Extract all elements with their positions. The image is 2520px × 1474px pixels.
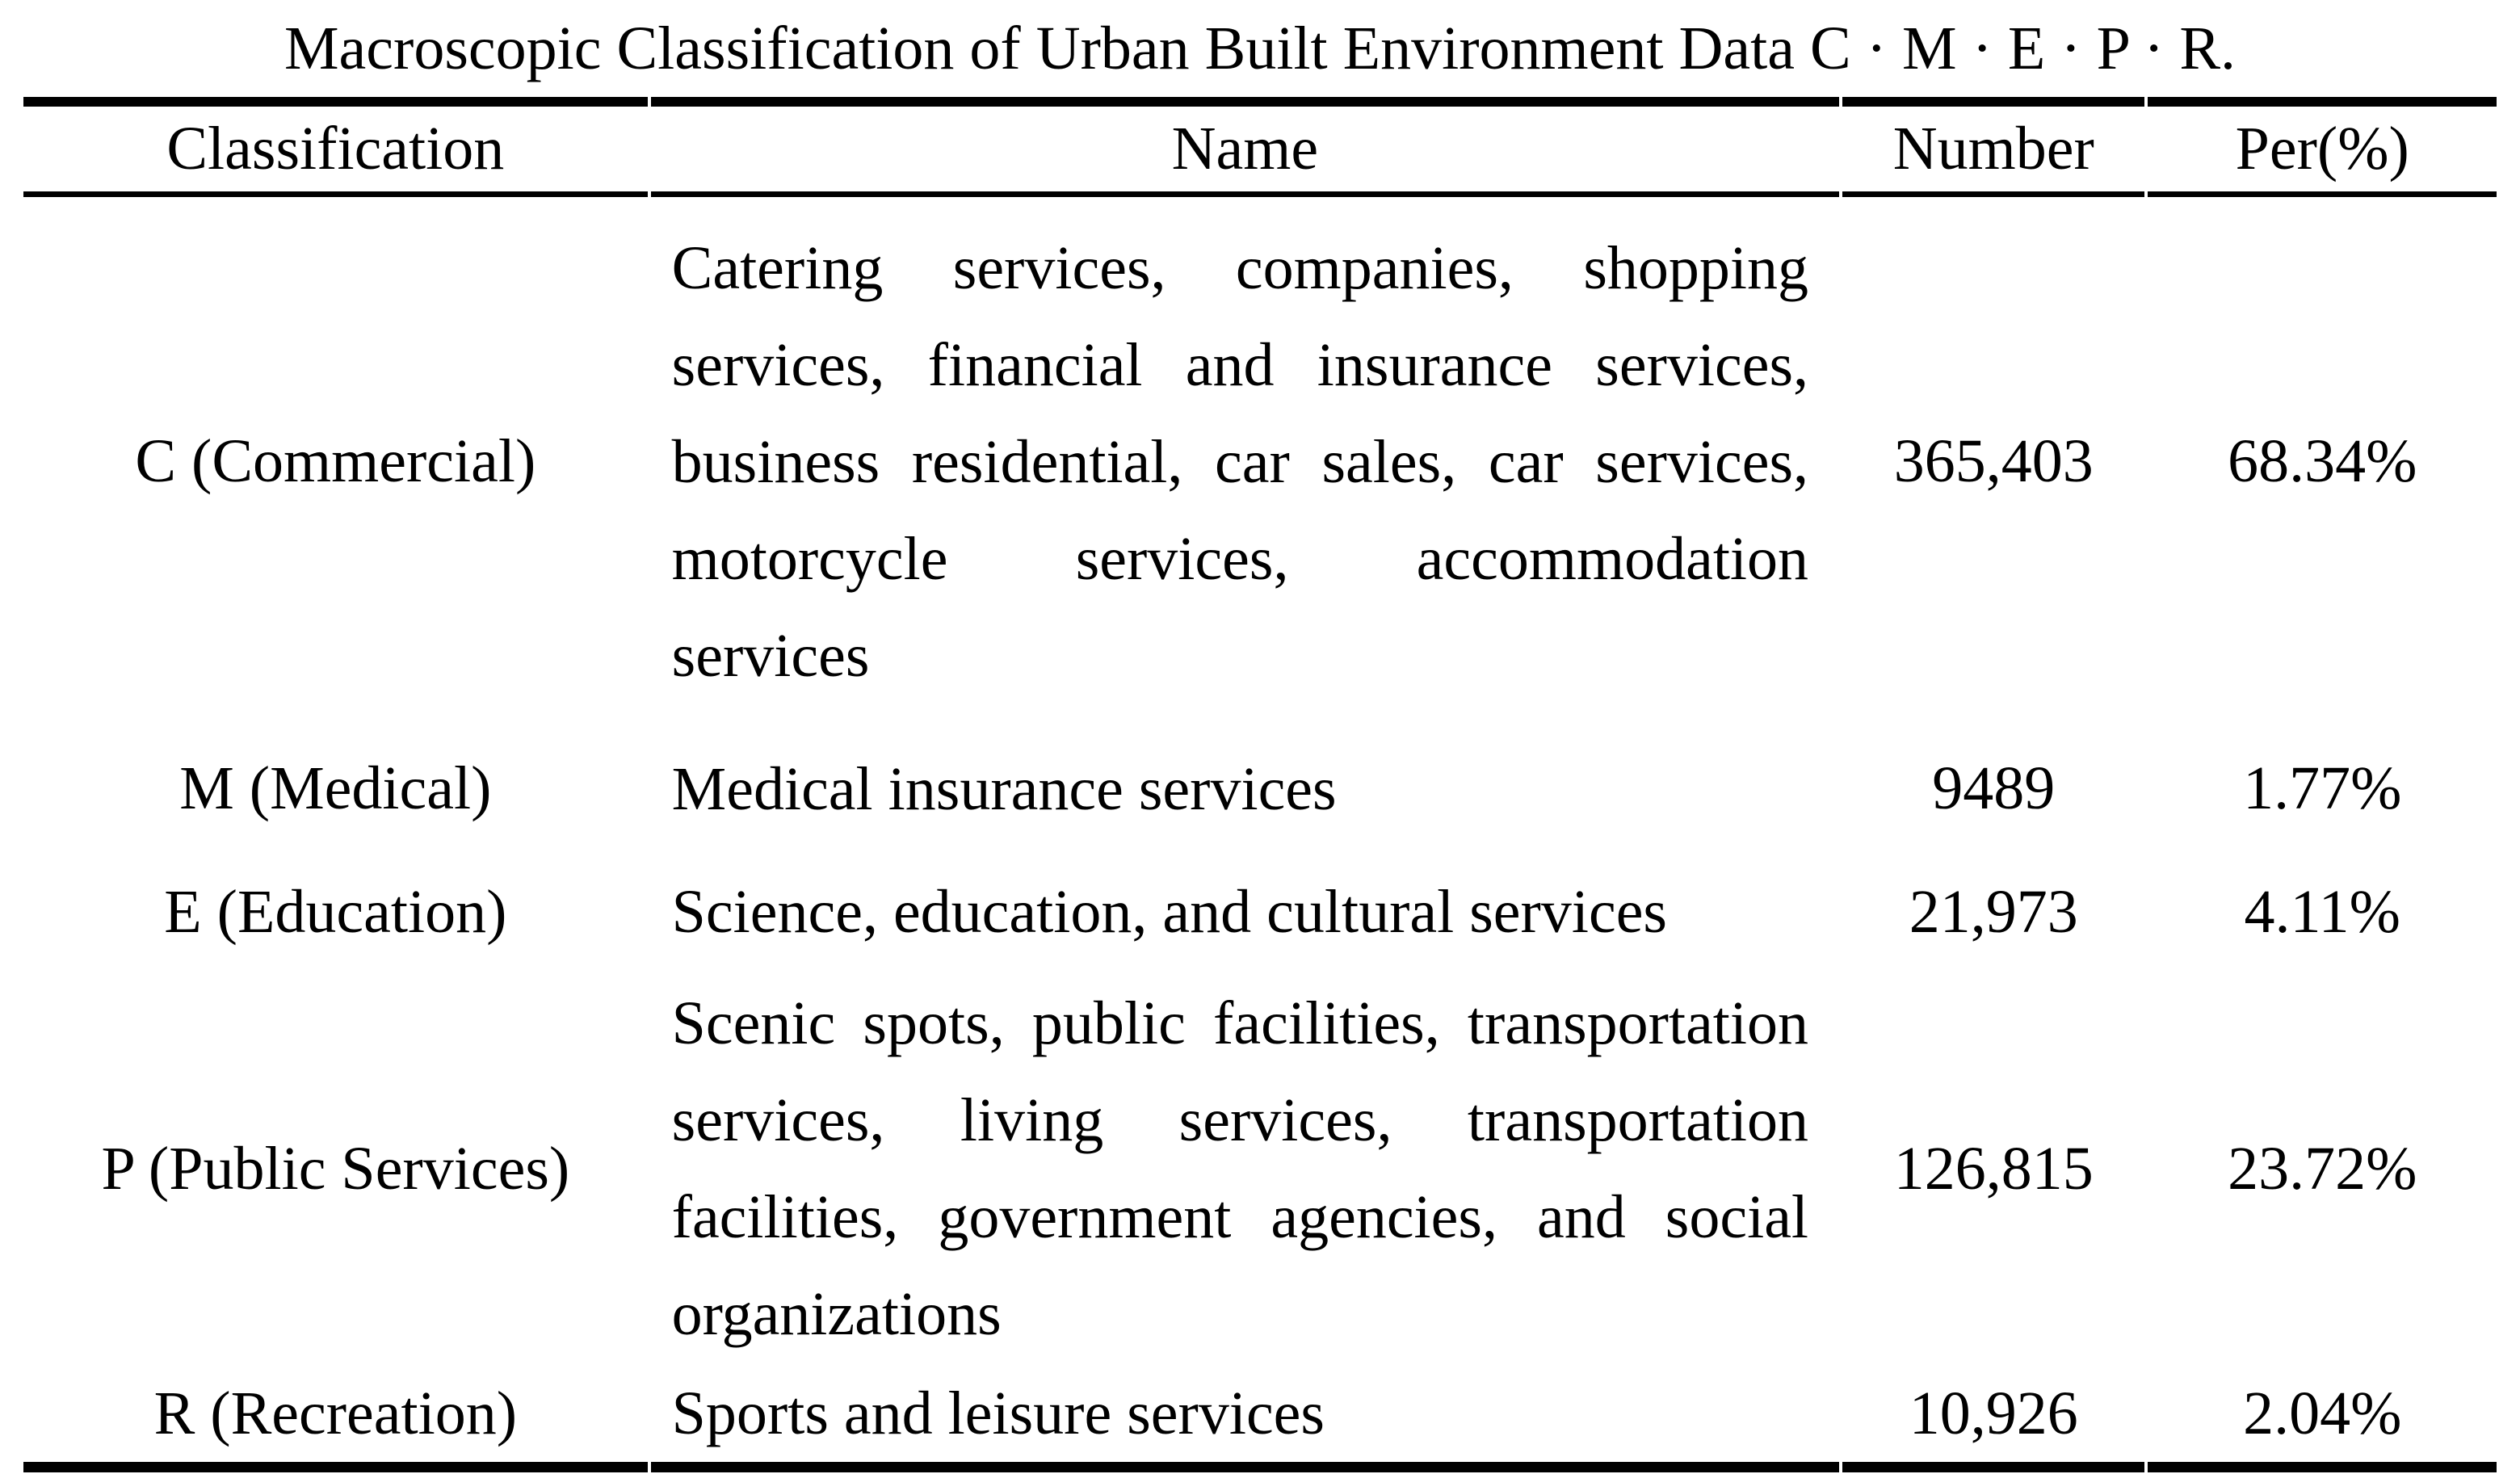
name-line: services, financial and insurance servic… [671, 330, 1809, 399]
column-header-number: Number [1842, 97, 2145, 197]
percent-cell: 23.72% [2228, 1134, 2417, 1203]
number-cell: 9489 [1932, 754, 2056, 822]
name-cell: Scenic spots, public facilities, transpo… [651, 972, 1839, 1365]
name-line: business residential, car sales, car ser… [671, 427, 1809, 496]
header-row: Classification Name Number Per(%) [23, 97, 2497, 197]
classification-cell: C (Commercial) [135, 427, 536, 495]
percent-cell: 1.77% [2243, 754, 2402, 822]
name-line: Science, education, and cultural service… [671, 878, 1668, 946]
column-header-per: Per(%) [2148, 97, 2497, 197]
name-line: organizations [671, 1280, 1002, 1348]
table-row-education: E (Education) Science, education, and cu… [23, 851, 2497, 972]
percent-cell: 68.34% [2228, 427, 2417, 495]
name-cell: Medical insurance services [651, 726, 1839, 851]
name-line: Catering services, companies, shopping [671, 233, 1809, 302]
name-line: Scenic spots, public facilities, transpo… [671, 989, 1809, 1057]
number-cell: 10,926 [1842, 1365, 2145, 1472]
percent-cell: 2.04% [2148, 1365, 2497, 1472]
column-header-classification: Classification [23, 97, 648, 197]
percent-cell: 4.11% [2244, 877, 2400, 946]
table-row-public-services: P (Public Services) Scenic spots, public… [23, 972, 2497, 1365]
classification-cell: R (Recreation) [23, 1365, 648, 1472]
name-line: Sports and leisure services [671, 1380, 1325, 1447]
table-row-medical: M (Medical) Medical insurance services 9… [23, 726, 2497, 851]
table-row-commercial: C (Commercial) Catering services, compan… [23, 197, 2497, 726]
name-line: motorcycle services, accommodation [671, 524, 1809, 593]
number-cell: 21,973 [1909, 877, 2078, 946]
table-title: Macroscopic Classification of Urban Buil… [284, 15, 2236, 82]
classification-cell: P (Public Services) [101, 1134, 570, 1203]
name-line: services, living services, transportatio… [671, 1086, 1809, 1154]
classification-cell: M (Medical) [179, 754, 492, 822]
name-line: services [671, 621, 870, 690]
table-row-recreation: R (Recreation) Sports and leisure servic… [23, 1365, 2497, 1472]
name-line: Medical insurance services [671, 754, 1337, 823]
classification-cell: E (Education) [164, 877, 507, 946]
name-cell: Catering services, companies, shopping s… [651, 197, 1839, 726]
name-line: facilities, government agencies, and soc… [671, 1183, 1809, 1251]
name-cell: Science, education, and cultural service… [651, 851, 1839, 972]
number-cell: 365,403 [1893, 427, 2094, 495]
name-cell: Sports and leisure services [650, 1365, 1840, 1472]
classification-table: Classification Name Number Per(%) C (Com… [20, 97, 2500, 1472]
number-cell: 126,815 [1893, 1134, 2094, 1203]
column-header-name: Name [650, 97, 1840, 197]
